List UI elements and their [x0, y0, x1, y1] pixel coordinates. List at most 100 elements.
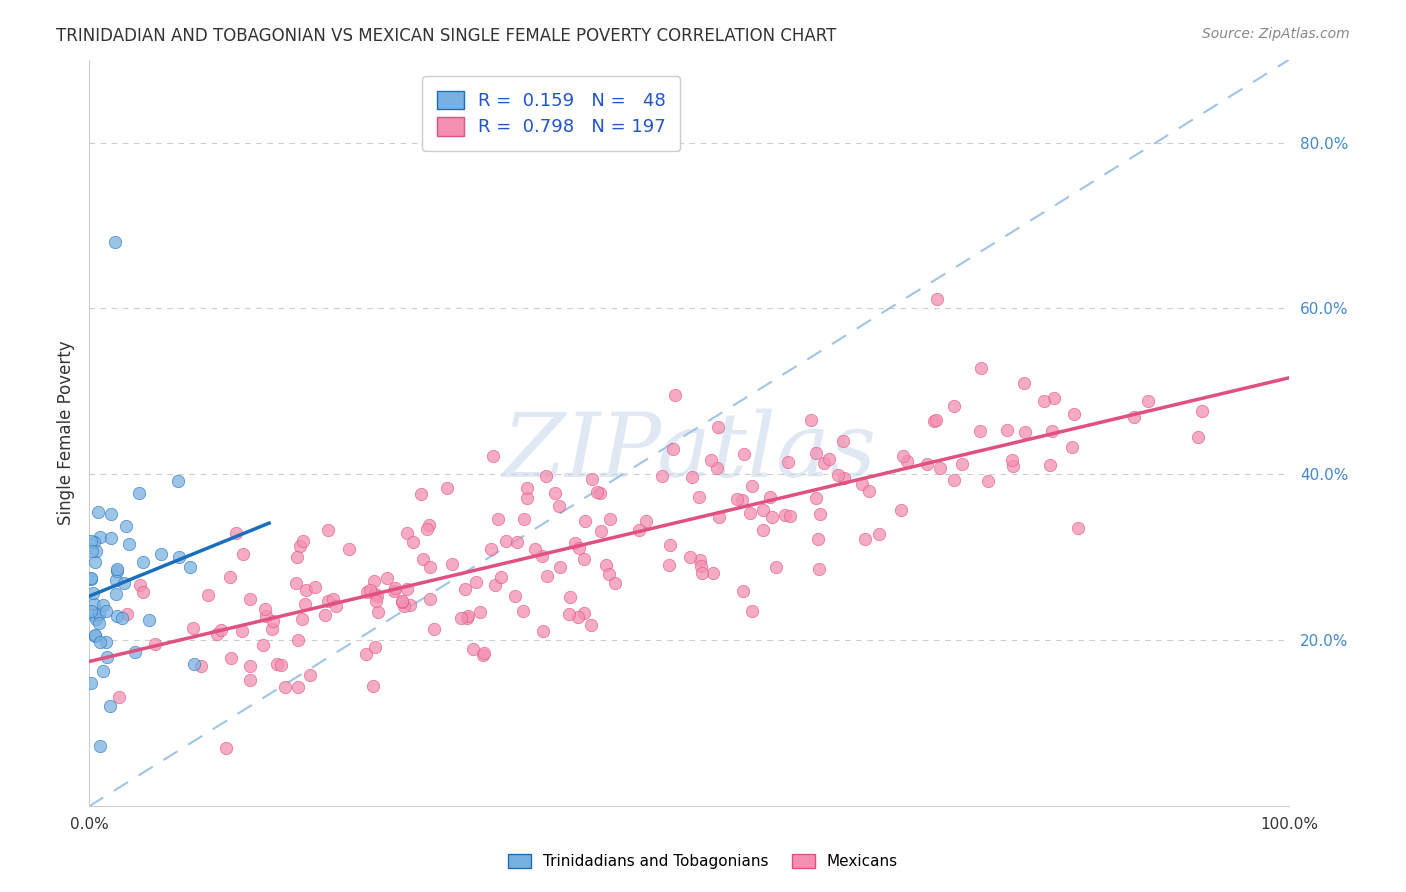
Point [337, 541, 360, 556]
Point [290, 540, 312, 554]
Point [969, 424, 991, 438]
Point [574, 514, 596, 528]
Point [128, 485, 150, 500]
Point [664, 388, 686, 402]
Point [486, 512, 509, 526]
Point [105, 609, 128, 624]
Point [581, 472, 603, 486]
Point [254, 608, 277, 623]
Point [1191, 403, 1213, 417]
Point [731, 584, 754, 599]
Legend: R =  0.159   N =   48, R =  0.798   N = 197: R = 0.159 N = 48, R = 0.798 N = 197 [422, 76, 681, 151]
Point [662, 442, 685, 456]
Point [707, 509, 730, 524]
Point [457, 609, 479, 624]
Point [80, 571, 103, 585]
Point [681, 470, 703, 484]
Point [751, 503, 773, 517]
Point [105, 587, 128, 601]
Point [83, 535, 105, 549]
Point [104, 235, 127, 249]
Point [356, 647, 378, 661]
Point [107, 564, 129, 578]
Point [586, 485, 609, 500]
Point [395, 582, 418, 596]
Point [942, 399, 965, 413]
Point [977, 474, 1000, 488]
Point [463, 641, 485, 656]
Point [1063, 408, 1085, 422]
Point [169, 550, 191, 565]
Point [1012, 376, 1035, 390]
Point [758, 490, 780, 504]
Point [105, 562, 128, 576]
Point [706, 419, 728, 434]
Point [423, 622, 446, 636]
Point [367, 605, 389, 619]
Point [741, 479, 763, 493]
Point [219, 570, 242, 584]
Point [506, 535, 529, 549]
Point [595, 558, 617, 572]
Point [1039, 458, 1062, 472]
Point [868, 527, 890, 541]
Point [83, 598, 105, 612]
Point [316, 593, 339, 607]
Point [253, 602, 276, 616]
Point [411, 487, 433, 501]
Point [800, 413, 823, 427]
Point [603, 576, 626, 591]
Point [361, 679, 384, 693]
Point [89, 607, 111, 621]
Point [832, 434, 855, 448]
Point [197, 588, 219, 602]
Point [925, 292, 948, 306]
Point [83, 607, 105, 622]
Point [238, 673, 260, 687]
Point [94, 634, 117, 648]
Point [419, 591, 441, 606]
Point [262, 615, 284, 629]
Point [454, 582, 477, 596]
Point [1002, 458, 1025, 473]
Point [531, 549, 554, 563]
Legend: Trinidadians and Tobagonians, Mexicans: Trinidadians and Tobagonians, Mexicans [502, 848, 904, 875]
Point [98, 699, 121, 714]
Point [150, 547, 173, 561]
Point [87, 505, 110, 519]
Point [436, 481, 458, 495]
Point [314, 608, 336, 623]
Point [262, 622, 284, 636]
Point [806, 446, 828, 460]
Point [96, 604, 118, 618]
Point [1043, 391, 1066, 405]
Point [287, 632, 309, 647]
Point [84, 555, 107, 569]
Point [733, 447, 755, 461]
Point [399, 598, 422, 612]
Point [316, 523, 339, 537]
Point [688, 491, 710, 505]
Point [363, 640, 385, 654]
Point [295, 583, 318, 598]
Point [950, 457, 973, 471]
Point [943, 473, 966, 487]
Point [484, 578, 506, 592]
Point [190, 659, 212, 673]
Point [858, 483, 880, 498]
Point [970, 360, 993, 375]
Point [548, 500, 571, 514]
Point [548, 560, 571, 574]
Y-axis label: Single Female Poverty: Single Female Poverty [58, 341, 75, 525]
Point [524, 542, 547, 557]
Point [1001, 453, 1024, 467]
Point [591, 524, 613, 538]
Point [752, 523, 775, 537]
Point [285, 575, 308, 590]
Point [474, 647, 496, 661]
Point [391, 595, 413, 609]
Point [266, 657, 288, 671]
Point [207, 626, 229, 640]
Point [418, 518, 440, 533]
Point [167, 474, 190, 488]
